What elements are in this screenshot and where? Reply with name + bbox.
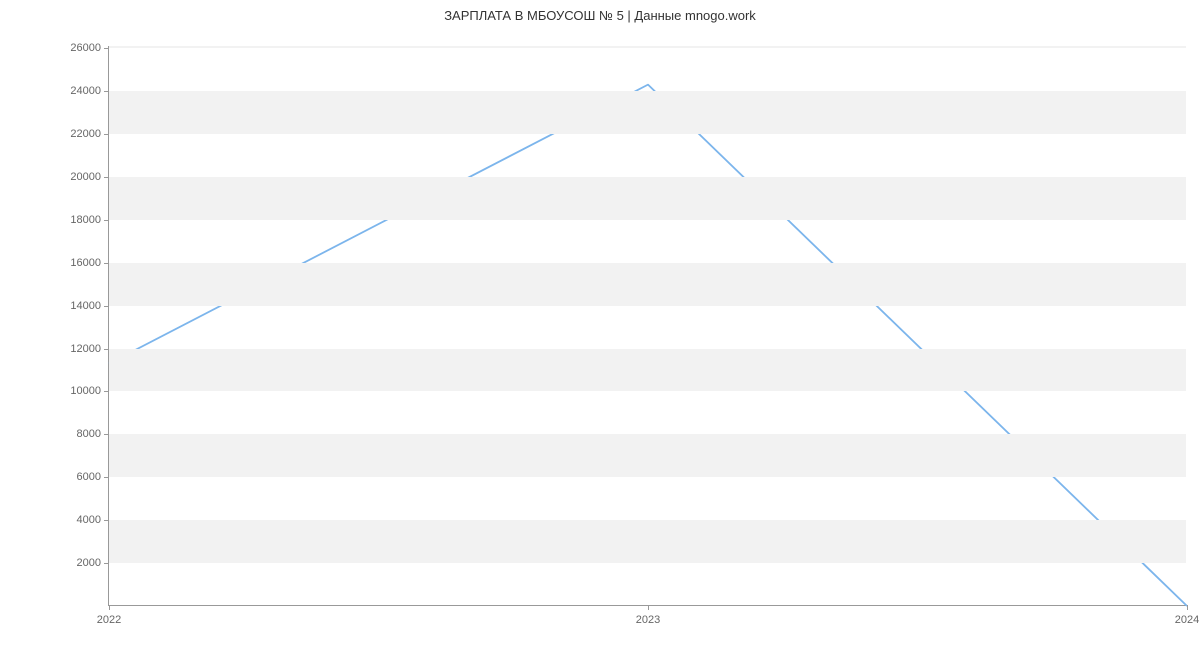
grid-band: [109, 263, 1186, 306]
y-axis-tick-mark: [104, 263, 109, 264]
grid-band: [109, 46, 1186, 48]
y-axis-tick-mark: [104, 349, 109, 350]
y-axis-tick-mark: [104, 91, 109, 92]
y-axis-tick-mark: [104, 220, 109, 221]
plot-area: 2000400060008000100001200014000160001800…: [108, 46, 1186, 606]
y-axis-tick-mark: [104, 177, 109, 178]
x-axis-tick-mark: [1187, 605, 1188, 610]
y-axis-tick-mark: [104, 391, 109, 392]
grid-band: [109, 520, 1186, 563]
y-axis-tick-mark: [104, 434, 109, 435]
grid-band: [109, 349, 1186, 392]
grid-band: [109, 91, 1186, 134]
salary-chart: ЗАРПЛАТА В МБОУСОШ № 5 | Данные mnogo.wo…: [0, 0, 1200, 650]
y-axis-tick-mark: [104, 520, 109, 521]
y-axis-tick-mark: [104, 477, 109, 478]
grid-band: [109, 177, 1186, 220]
x-axis-tick-mark: [648, 605, 649, 610]
y-axis-tick-mark: [104, 48, 109, 49]
y-axis-tick-mark: [104, 563, 109, 564]
x-axis-tick-mark: [109, 605, 110, 610]
y-axis-tick-mark: [104, 134, 109, 135]
y-axis-tick-mark: [104, 306, 109, 307]
grid-band: [109, 434, 1186, 477]
chart-title: ЗАРПЛАТА В МБОУСОШ № 5 | Данные mnogo.wo…: [0, 8, 1200, 23]
